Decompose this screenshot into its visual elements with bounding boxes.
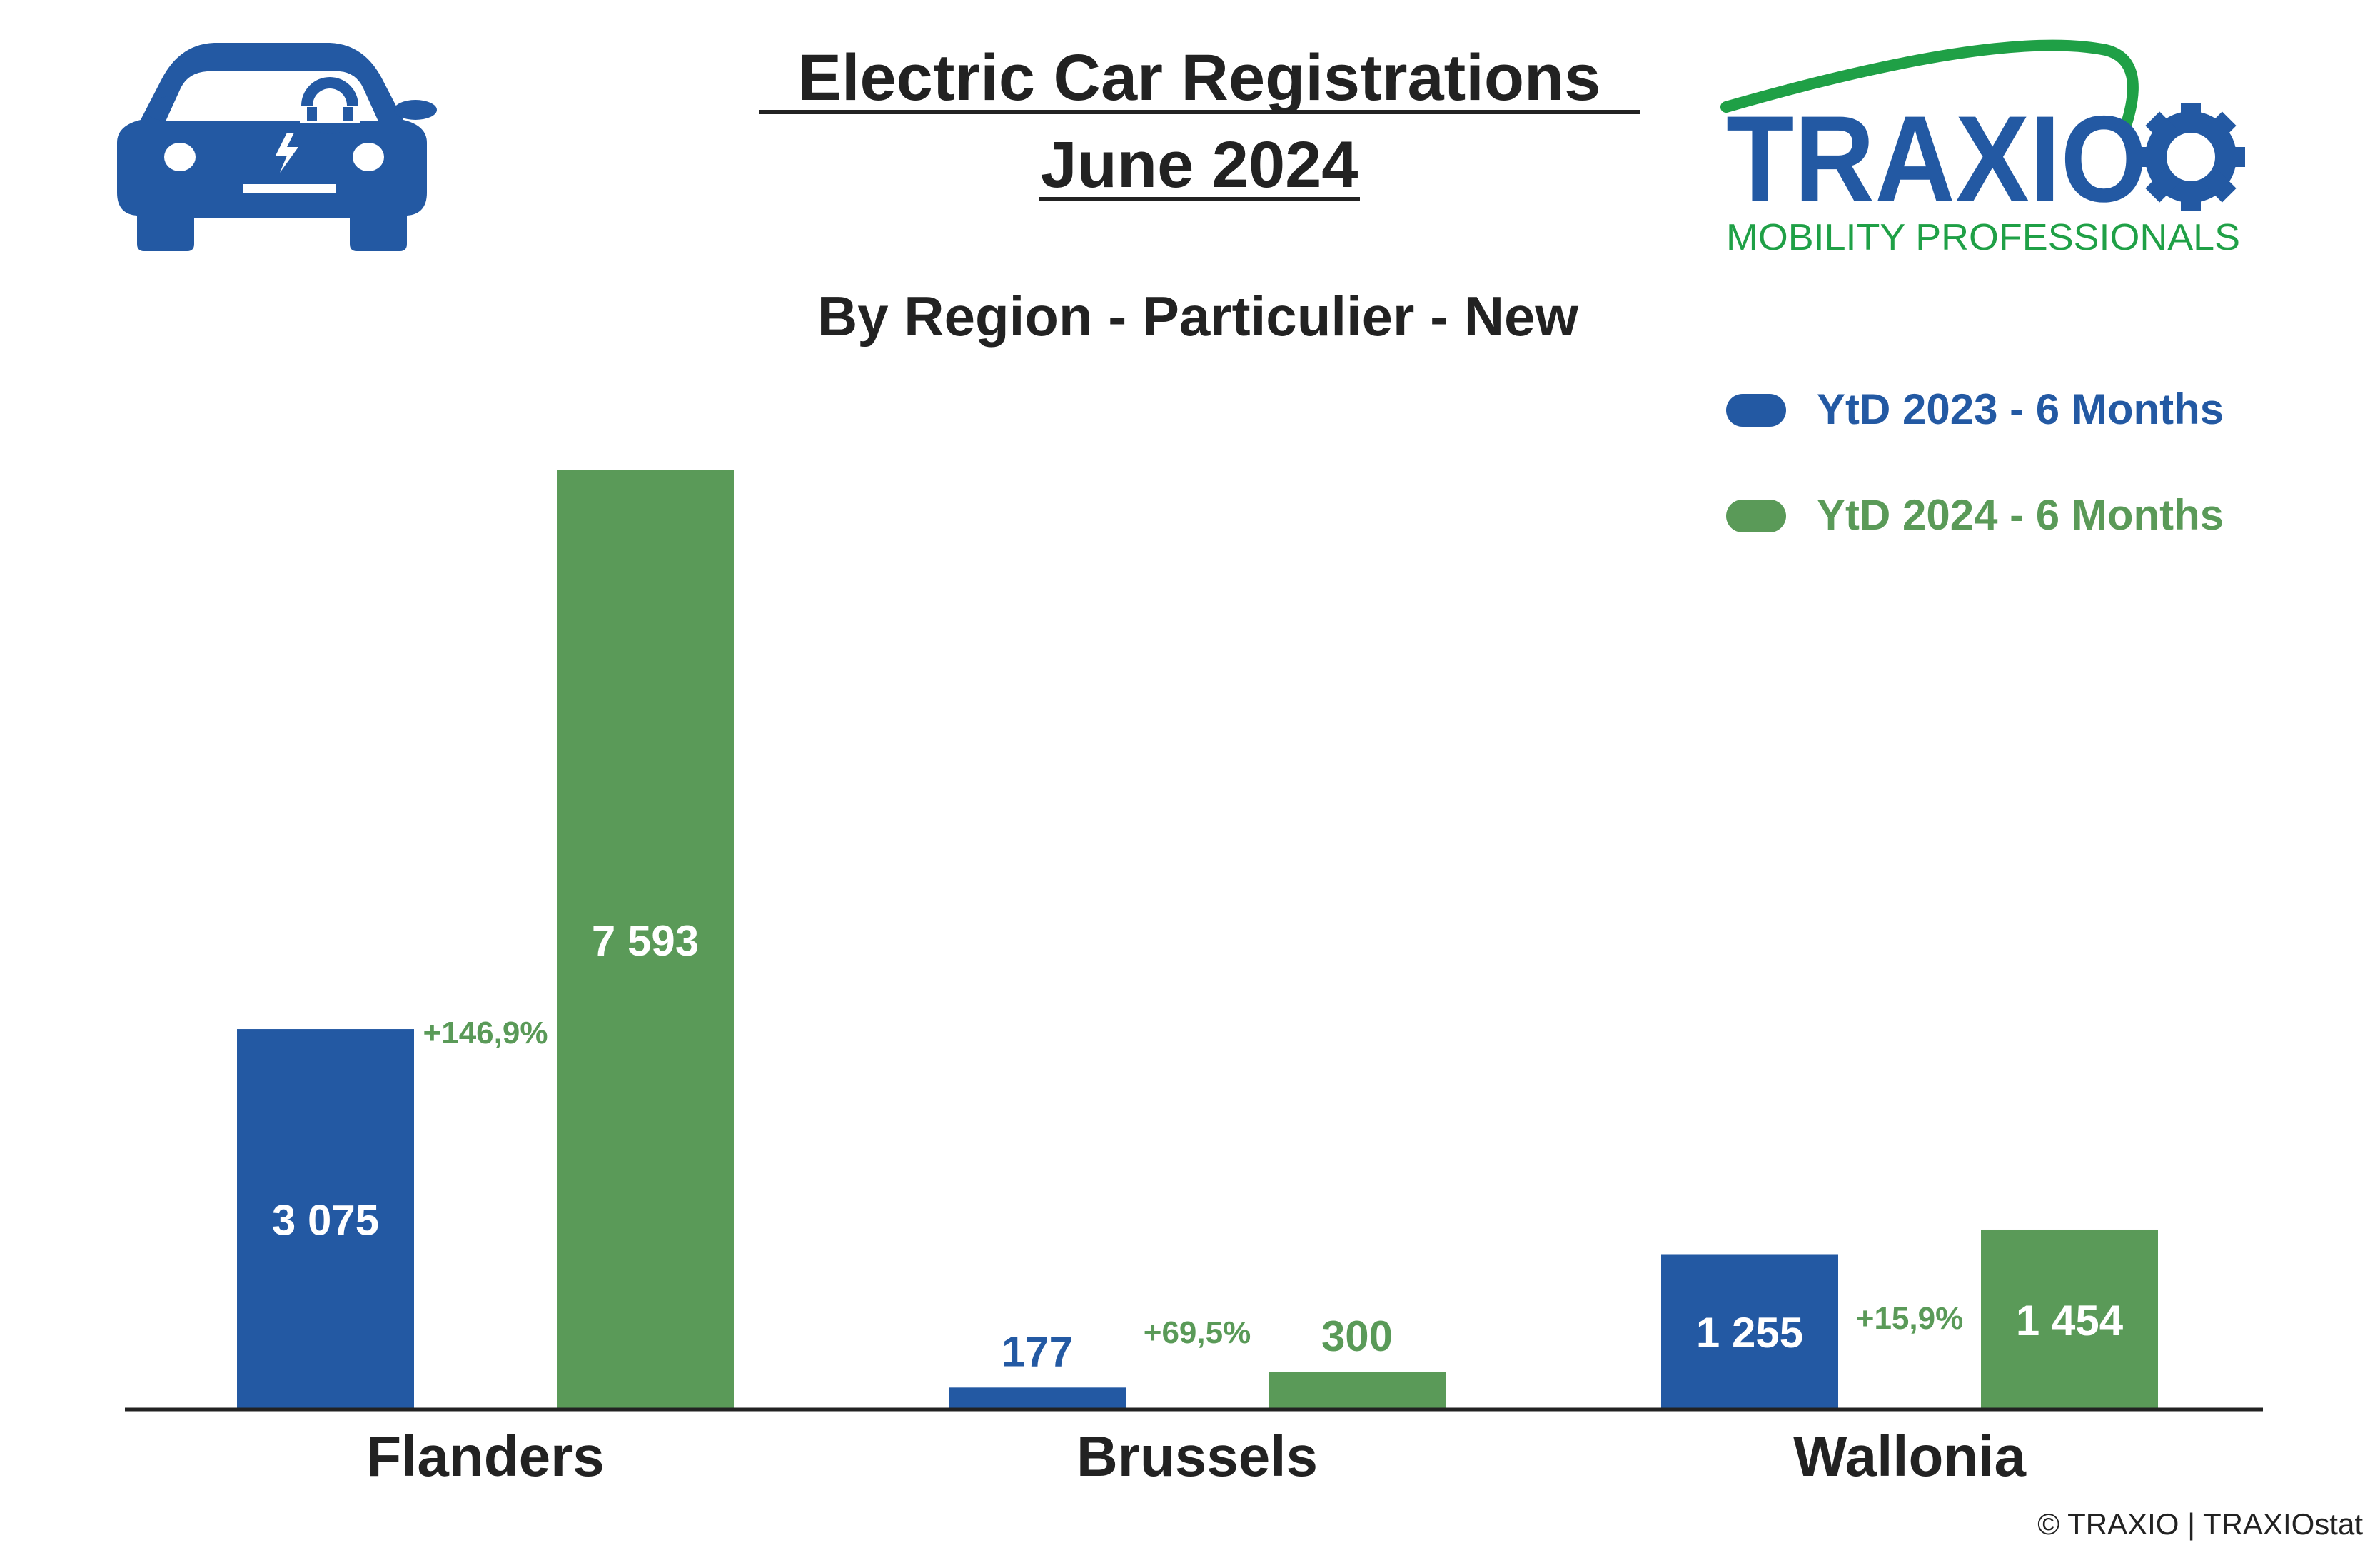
legend-label-2024: YtD 2024 - 6 Months [1817,491,2224,539]
gear-icon [2137,103,2245,211]
chart-subtitle: By Region - Particulier - New [817,285,1579,348]
change-label-wallonia: +15,9% [1856,1301,1963,1336]
chart-title-line1: Electric Car Registrations [798,41,1601,114]
legend-swatch-2023 [1726,394,1786,427]
data-label-wallonia-2023: 1 255 [1696,1309,1803,1357]
traxio-logo: TRAXIO MOBILITY PROFESSIONALS [1720,39,2245,258]
data-label-wallonia-2024: 1 454 [2016,1297,2124,1344]
x-tick-label-flanders: Flanders [366,1424,604,1488]
bar-flanders-2023 [237,1029,414,1409]
change-label-flanders: +146,9% [423,1016,548,1050]
data-label-brussels-2023: 177 [1002,1327,1073,1375]
chart-title-line2: June 2024 [1041,128,1358,201]
electric-car-icon [117,43,437,251]
copyright-footer: © TRAXIO | TRAXIOstat [2037,1507,2363,1541]
bar-wallonia-2024 [1981,1229,2158,1409]
bar-wallonia-2023 [1661,1254,1838,1409]
bar-brussels-2024 [1269,1372,1446,1409]
data-label-flanders-2023: 3 075 [272,1197,379,1245]
legend-label-2023: YtD 2023 - 6 Months [1817,385,2224,433]
logo-wordmark: TRAXIO [1726,91,2147,228]
data-label-flanders-2024: 7 593 [592,917,699,965]
data-label-brussels-2024: 300 [1321,1312,1393,1360]
bar-flanders-2024 [557,470,734,1409]
logo-tagline: MOBILITY PROFESSIONALS [1726,217,2240,258]
change-label-brussels: +69,5% [1144,1315,1251,1350]
x-tick-label-wallonia: Wallonia [1793,1424,2026,1488]
x-tick-label-brussels: Brussels [1076,1424,1318,1488]
legend: YtD 2023 - 6 Months YtD 2024 - 6 Months [1726,385,2224,539]
plot-area: 3 075 7 593 +146,9% Flanders 177 300 +69,5% Bru… [237,470,2158,1488]
bar-brussels-2023 [949,1387,1126,1409]
legend-swatch-2024 [1726,500,1786,532]
